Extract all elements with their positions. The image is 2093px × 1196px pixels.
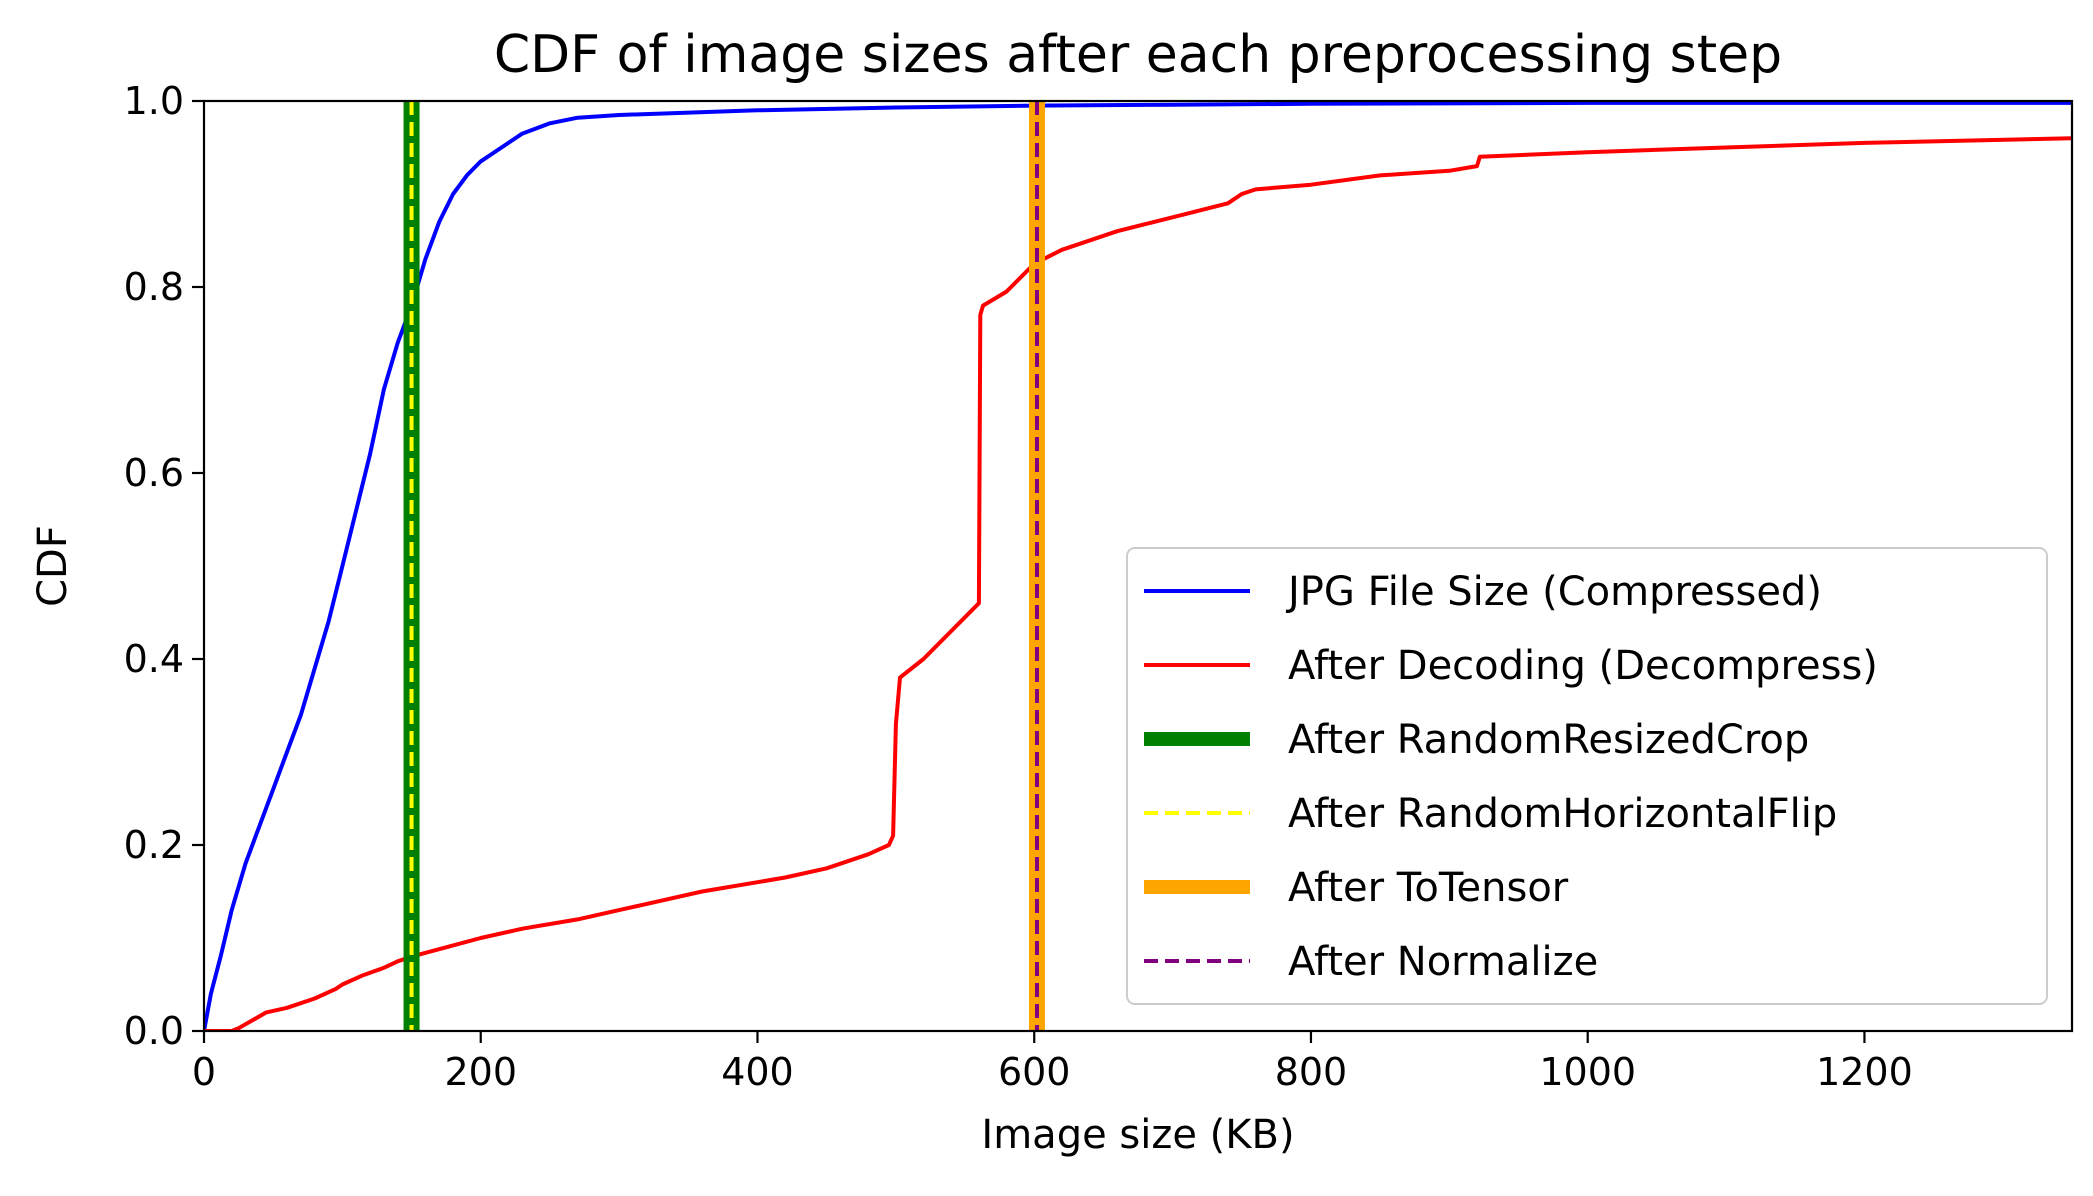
x-tick-label: 600 bbox=[998, 1050, 1071, 1094]
chart-title: CDF of image sizes after each preprocess… bbox=[494, 25, 1782, 85]
x-axis-label: Image size (KB) bbox=[981, 1112, 1294, 1158]
x-tick-label: 200 bbox=[444, 1050, 517, 1094]
y-tick-label: 0.8 bbox=[124, 265, 184, 309]
legend-label-0: JPG File Size (Compressed) bbox=[1285, 569, 1822, 615]
x-axis: 0 200 400 600 800 1000 1200 bbox=[192, 1031, 1913, 1094]
legend-frame bbox=[1126, 547, 2048, 1005]
x-tick-label: 800 bbox=[1275, 1050, 1348, 1094]
y-tick-label: 0.4 bbox=[124, 637, 184, 681]
x-tick-label: 1200 bbox=[1816, 1050, 1913, 1094]
y-tick-label: 0.0 bbox=[124, 1009, 184, 1053]
legend-label-4: After ToTensor bbox=[1288, 865, 1569, 911]
y-axis-label: CDF bbox=[30, 525, 76, 607]
legend-label-5: After Normalize bbox=[1288, 939, 1598, 985]
y-tick-label: 1.0 bbox=[124, 79, 184, 123]
y-tick-label: 0.6 bbox=[124, 451, 184, 495]
plot-area bbox=[204, 101, 2072, 1031]
series-layer bbox=[204, 101, 2072, 1031]
x-tick-label: 1000 bbox=[1539, 1050, 1636, 1094]
y-tick-label: 0.2 bbox=[124, 823, 184, 867]
y-axis: 0.0 0.2 0.4 0.6 0.8 1.0 bbox=[124, 79, 204, 1053]
legend: JPG File Size (Compressed) After Decoding… bbox=[1126, 547, 2048, 1005]
x-tick-label: 400 bbox=[721, 1050, 794, 1094]
plot-frame bbox=[202, 99, 2074, 1033]
legend-label-3: After RandomHorizontalFlip bbox=[1288, 791, 1837, 837]
x-tick-label: 0 bbox=[192, 1050, 216, 1094]
series-line-1 bbox=[204, 136, 2072, 1031]
series-line-0 bbox=[204, 101, 2072, 1031]
legend-label-2: After RandomResizedCrop bbox=[1288, 717, 1809, 763]
legend-label-1: After Decoding (Decompress) bbox=[1288, 643, 1878, 689]
legend-items: JPG File Size (Compressed) After Decoding… bbox=[1144, 569, 1878, 985]
